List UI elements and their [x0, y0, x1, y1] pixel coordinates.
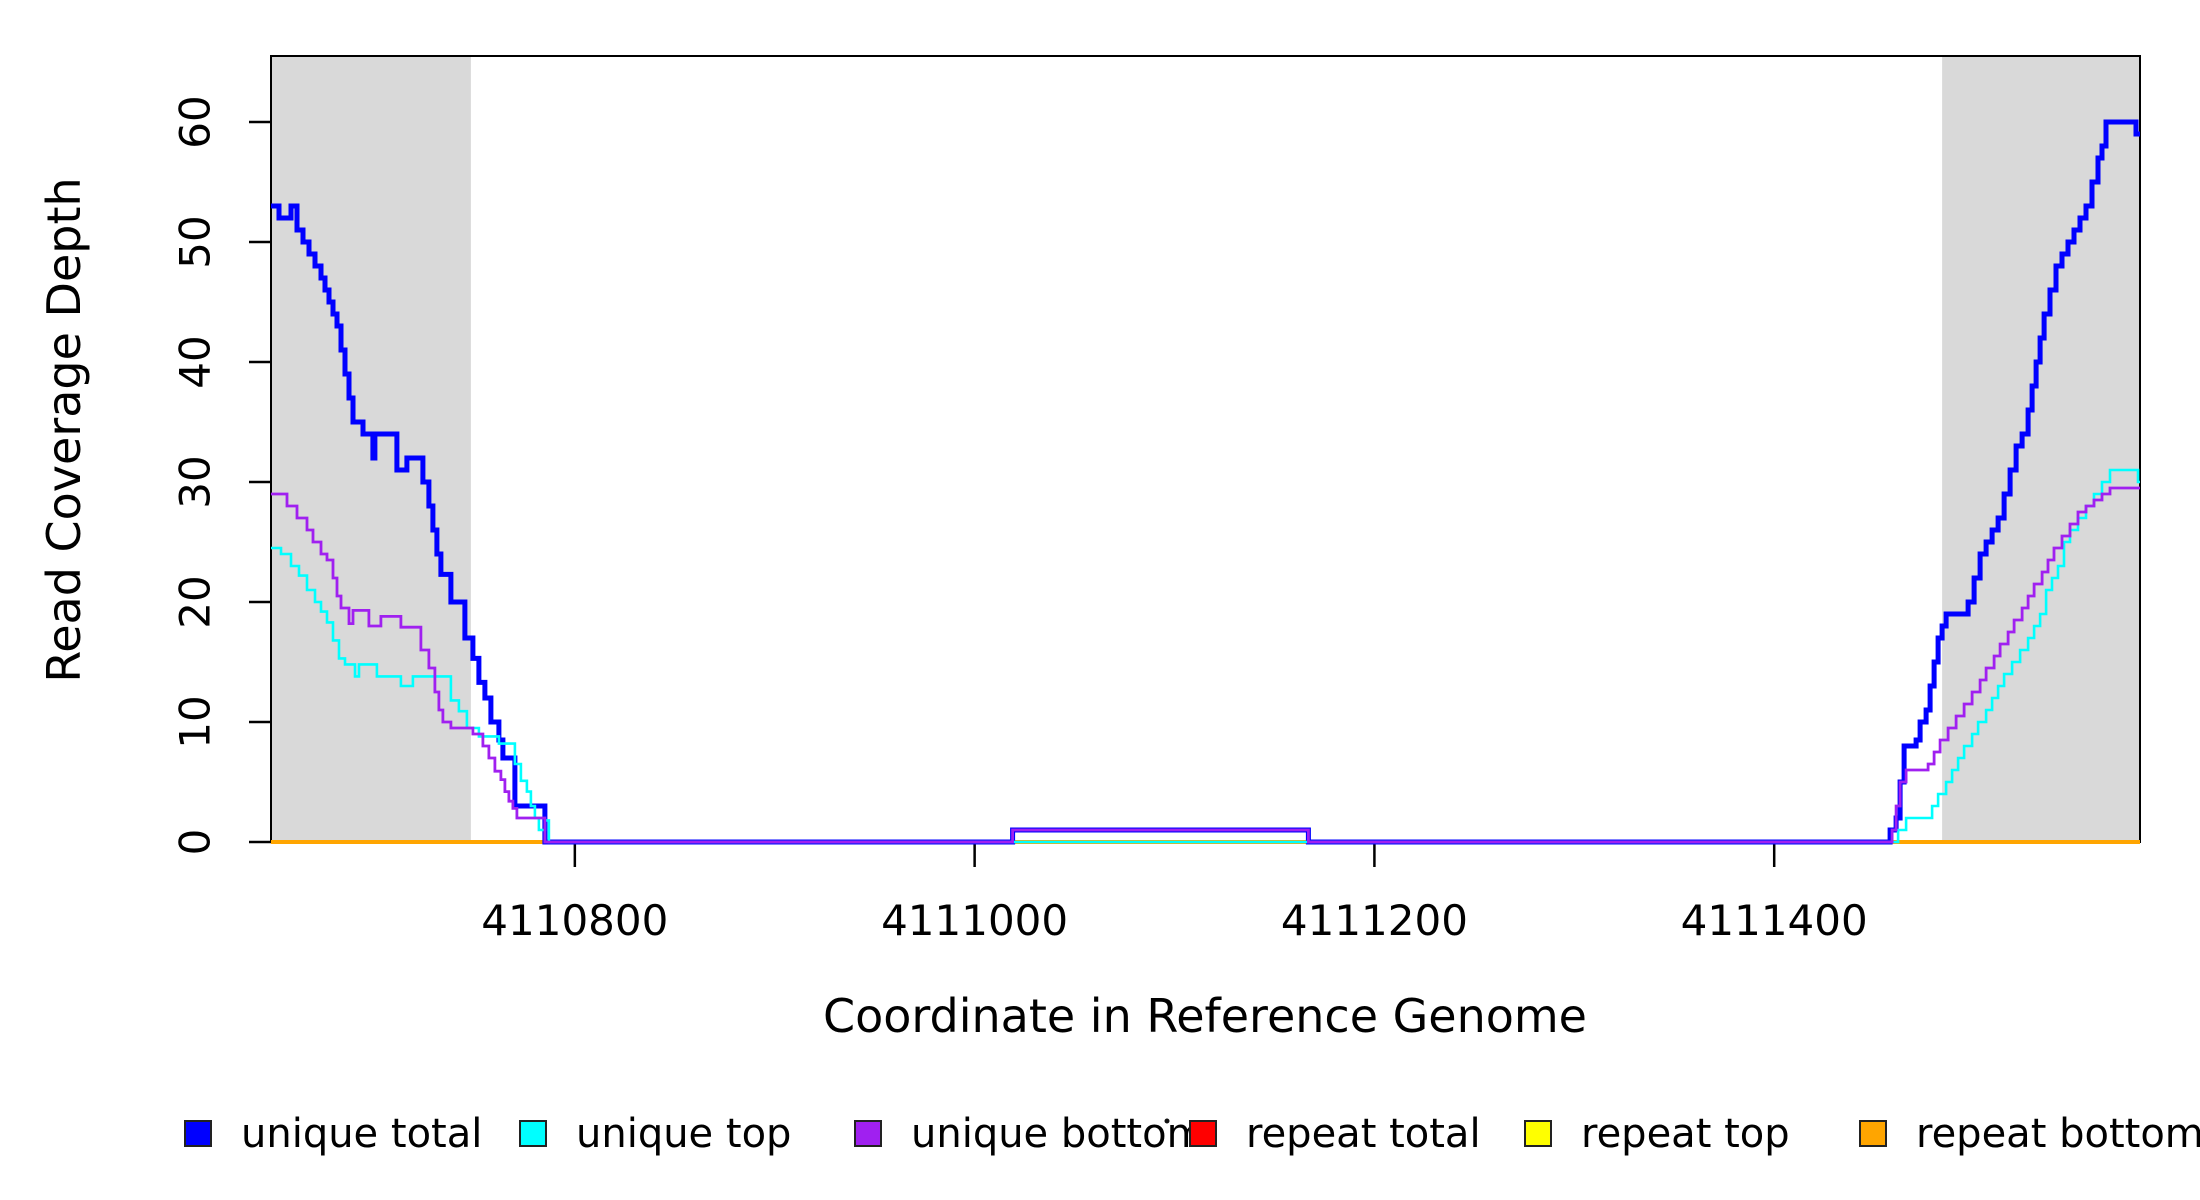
x-axis: 4110800 4111000 4111200 4111400	[481, 842, 1868, 945]
legend-item-unique-bottom: unique bottom	[854, 1111, 1206, 1157]
x-axis-title: Coordinate in Reference Genome	[823, 989, 1587, 1043]
y-tick-label: 40	[171, 335, 220, 388]
legend-item-repeat-top: repeat top	[1524, 1111, 1790, 1157]
legend-swatch-unique-total	[184, 1120, 212, 1147]
x-tick-label: 4111400	[1681, 896, 1868, 945]
series-line-unique-total	[271, 119, 2140, 845]
right-shaded-region	[1942, 56, 2140, 842]
y-tick-label: 20	[171, 575, 220, 628]
y-axis-title: Read Coverage Depth	[37, 177, 91, 682]
series-line-unique-bottom	[271, 486, 2140, 844]
series-line-unique-top	[271, 468, 2140, 844]
y-tick-label: 50	[171, 215, 220, 268]
legend-item-unique-top: unique top	[519, 1111, 791, 1157]
x-tick-label: 4111200	[1281, 896, 1468, 945]
legend-label: repeat bottom	[1916, 1111, 2200, 1157]
x-tick-label: 4110800	[481, 896, 668, 945]
legend-item-repeat-total: repeat total	[1189, 1111, 1481, 1157]
legend-label: unique total	[241, 1111, 482, 1157]
legend-swatch-repeat-total	[1189, 1120, 1217, 1147]
legend-label: unique bottom	[911, 1111, 1206, 1157]
plot-frame	[270, 55, 2141, 843]
legend-swatch-repeat-bottom	[1859, 1120, 1887, 1147]
y-tick-label: 30	[171, 455, 220, 508]
legend-item-repeat-bottom: repeat bottom	[1859, 1111, 2200, 1157]
series-lines	[271, 119, 2140, 845]
legend-swatch-repeat-top	[1524, 1120, 1552, 1147]
stray-mark	[1164, 1118, 1170, 1124]
legend-label: unique top	[576, 1111, 791, 1157]
legend-label: repeat total	[1246, 1111, 1481, 1157]
y-axis: 0 10 20 30 40 50 60	[171, 95, 271, 856]
legend: unique total unique top unique bottom repea…	[184, 1111, 2200, 1157]
y-tick-label: 60	[171, 95, 220, 148]
x-tick-label: 4111000	[881, 896, 1068, 945]
y-tick-label: 0	[171, 829, 220, 856]
legend-swatch-unique-bottom	[854, 1120, 882, 1147]
legend-swatch-unique-top	[519, 1120, 547, 1147]
plot-box	[270, 55, 2141, 843]
legend-item-unique-total: unique total	[184, 1111, 482, 1157]
legend-label: repeat top	[1581, 1111, 1790, 1157]
y-tick-label: 10	[171, 695, 220, 748]
shaded-regions	[271, 56, 2140, 842]
